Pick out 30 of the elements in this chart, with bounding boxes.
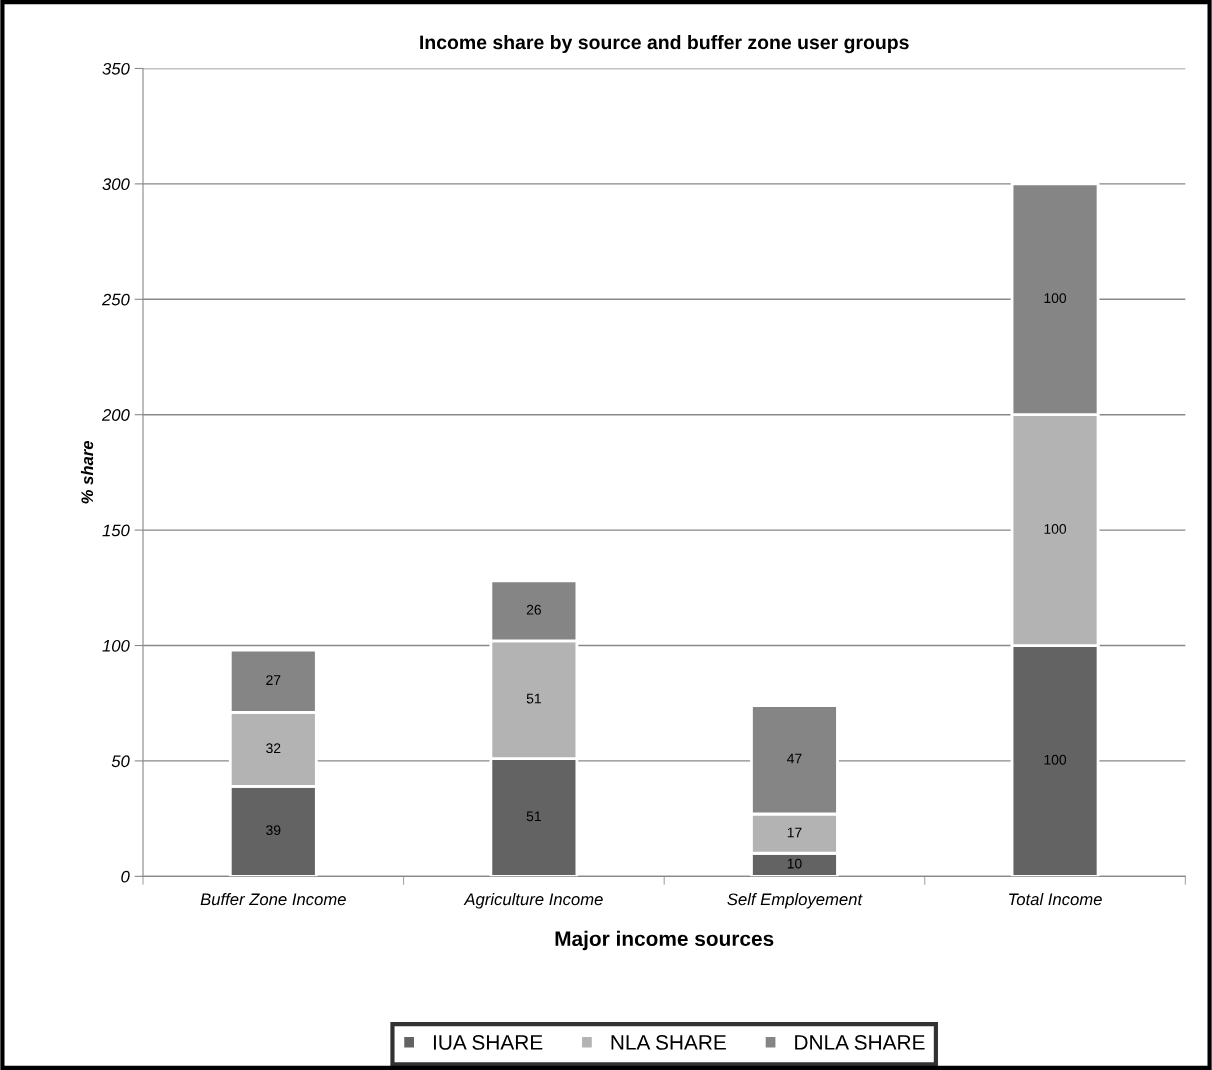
y-tick-label: 50 xyxy=(111,755,130,768)
x-tick-label: Total Income xyxy=(1009,893,1102,906)
data-label: 10 xyxy=(787,858,802,869)
data-label: 51 xyxy=(526,693,541,704)
y-tick-label: 150 xyxy=(102,524,130,537)
data-label: 100 xyxy=(1044,754,1067,765)
data-label: 27 xyxy=(266,675,281,685)
data-label: 32 xyxy=(266,743,281,754)
x-tick-label: Agriculture Income xyxy=(463,893,603,909)
data-label: 47 xyxy=(787,753,802,764)
y-tick-label: 300 xyxy=(102,178,130,191)
chart-title: Income share by source and buffer zone user groups xyxy=(420,34,909,54)
y-tick-label: 200 xyxy=(101,409,130,421)
y-tick-label: 350 xyxy=(102,62,130,75)
legend-label: NLA SHARE xyxy=(611,1035,726,1050)
x-axis-title: Major income sources xyxy=(555,930,774,951)
legend-label: DNLA SHARE xyxy=(795,1035,925,1050)
y-axis-title: % share xyxy=(80,440,94,504)
y-tick-label: 100 xyxy=(102,639,130,652)
data-label: 100 xyxy=(1044,524,1067,534)
x-tick-label: Buffer Zone Income xyxy=(200,893,346,906)
y-tick-label: 250 xyxy=(101,293,130,306)
data-label: 100 xyxy=(1044,293,1067,304)
data-label: 17 xyxy=(787,827,802,838)
y-tick-label: 0 xyxy=(121,870,130,883)
legend-label: IUA SHARE xyxy=(433,1035,543,1050)
x-tick-label: Self Employement xyxy=(727,893,863,909)
data-label: 26 xyxy=(526,604,541,615)
data-label: 51 xyxy=(526,811,541,822)
data-label: 39 xyxy=(266,825,281,836)
